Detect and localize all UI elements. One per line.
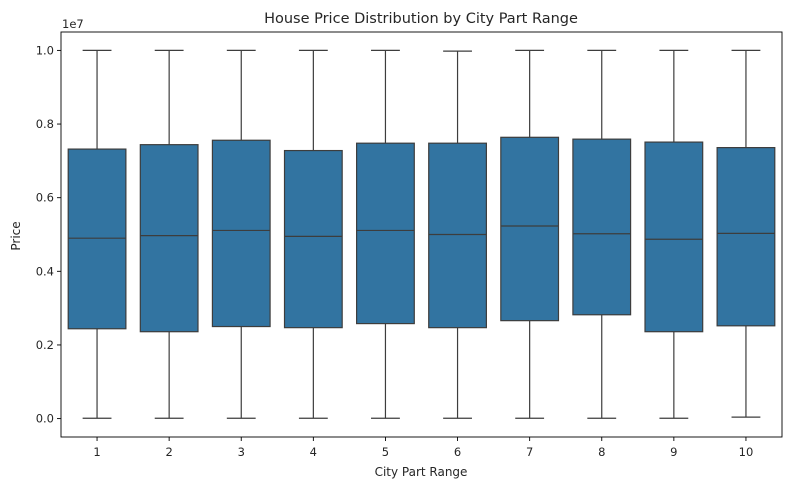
box-group-2	[139, 49, 199, 419]
x-tick-label: 6	[454, 445, 461, 459]
y-tick-label: 1.0	[36, 43, 54, 57]
iqr-box	[139, 144, 199, 333]
x-tick-label: 5	[382, 445, 389, 459]
y-axis-label: Price	[9, 221, 23, 250]
x-tick-label: 7	[526, 445, 533, 459]
iqr-box	[572, 138, 632, 316]
iqr-box	[644, 141, 704, 333]
box-group-5	[356, 49, 415, 419]
y-tick-label: 0.8	[36, 117, 54, 131]
iqr-box	[716, 147, 776, 327]
x-tick-label: 8	[598, 445, 605, 459]
box-group-10	[716, 49, 776, 418]
iqr-box	[356, 142, 415, 325]
x-tick-label: 2	[165, 445, 172, 459]
y-tick-label: 0.6	[36, 191, 54, 205]
iqr-box	[283, 149, 343, 329]
box-group-9	[644, 49, 704, 419]
y-tick-label: 0.2	[36, 338, 54, 352]
box-group-1	[67, 49, 127, 419]
x-tick-label: 9	[670, 445, 677, 459]
box-group-8	[572, 49, 632, 419]
x-tick-label: 1	[93, 445, 100, 459]
iqr-box	[211, 139, 271, 328]
x-tick-label: 4	[310, 445, 317, 459]
y-offset-text: 1e7	[62, 17, 84, 31]
box-group-3	[211, 49, 271, 419]
y-tick-label: 0.4	[36, 264, 54, 278]
chart-title: House Price Distribution by City Part Ra…	[264, 11, 578, 27]
iqr-box	[500, 136, 560, 322]
axes-layer: 0.0 0.2 0.4 0.6 0.8 1.0 1 2 3 4 5 6 7 8 9 10	[36, 31, 783, 459]
box-group-4	[283, 49, 343, 419]
x-tick-label: 3	[238, 445, 245, 459]
box-group-6	[428, 50, 487, 419]
x-axis-label: City Part Range	[375, 465, 468, 479]
plot-frame	[60, 31, 783, 438]
iqr-box	[67, 148, 127, 330]
boxes-layer	[67, 49, 776, 419]
x-tick-label: 10	[739, 445, 754, 459]
iqr-box	[428, 142, 487, 329]
y-tick-label: 0.0	[36, 412, 54, 426]
box-group-7	[500, 49, 560, 419]
